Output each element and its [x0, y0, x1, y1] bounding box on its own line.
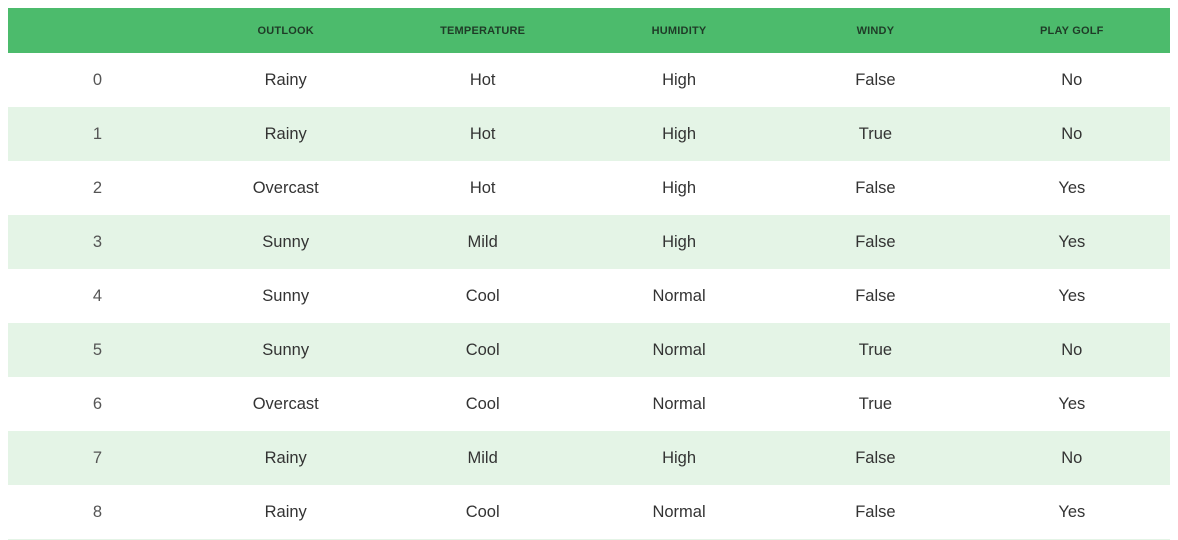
- play-golf-cell: Yes: [1058, 502, 1086, 521]
- outlook-cell: Rainy: [264, 502, 307, 521]
- table-row: 1 Rainy Hot High True No: [8, 107, 1170, 161]
- outlook-cell: Overcast: [252, 178, 319, 197]
- temperature-cell: Cool: [465, 286, 500, 305]
- play-golf-cell: No: [1061, 448, 1083, 467]
- table-row: 3 Sunny Mild High False Yes: [8, 215, 1170, 269]
- play-golf-cell: No: [1061, 340, 1083, 359]
- temperature-cell: Cool: [465, 340, 500, 359]
- golf-data-table: OUTLOOK TEMPERATURE HUMIDITY WINDY PLAY …: [8, 8, 1170, 539]
- table-row: 7 Rainy Mild High False No: [8, 431, 1170, 485]
- humidity-cell: High: [662, 448, 696, 467]
- temperature-cell: Mild: [467, 232, 498, 251]
- table-row: 4 Sunny Cool Normal False Yes: [8, 269, 1170, 323]
- index-cell: 4: [92, 286, 103, 305]
- outlook-cell: Rainy: [264, 124, 307, 143]
- temperature-cell: Cool: [465, 502, 500, 521]
- table-row: 8 Rainy Cool Normal False Yes: [8, 485, 1170, 539]
- outlook-cell: Rainy: [264, 70, 307, 89]
- humidity-cell: Normal: [652, 502, 706, 521]
- column-header-index: [8, 8, 187, 53]
- index-cell: 0: [92, 70, 103, 89]
- outlook-cell: Overcast: [252, 394, 319, 413]
- play-golf-cell: No: [1061, 124, 1083, 143]
- windy-cell: True: [858, 124, 893, 143]
- table-row: 6 Overcast Cool Normal True Yes: [8, 377, 1170, 431]
- index-cell: 7: [92, 448, 103, 467]
- header-row: OUTLOOK TEMPERATURE HUMIDITY WINDY PLAY …: [8, 8, 1170, 53]
- index-cell: 1: [92, 124, 103, 143]
- table-row: 2 Overcast Hot High False Yes: [8, 161, 1170, 215]
- humidity-cell: High: [662, 70, 696, 89]
- index-cell: 8: [92, 502, 103, 521]
- humidity-cell: High: [662, 178, 696, 197]
- table-row: 0 Rainy Hot High False No: [8, 53, 1170, 107]
- windy-cell: False: [855, 448, 896, 467]
- table-body: 0 Rainy Hot High False No 1 Rainy Hot High True No 2…: [8, 53, 1170, 539]
- column-header-temperature: TEMPERATURE: [440, 24, 526, 37]
- windy-cell: False: [855, 70, 896, 89]
- data-table-container: OUTLOOK TEMPERATURE HUMIDITY WINDY PLAY …: [8, 8, 1170, 540]
- index-cell: 2: [92, 178, 103, 197]
- outlook-cell: Sunny: [262, 340, 310, 359]
- play-golf-cell: Yes: [1058, 286, 1086, 305]
- temperature-cell: Hot: [469, 70, 496, 89]
- column-header-windy: WINDY: [856, 24, 895, 37]
- windy-cell: True: [858, 394, 893, 413]
- humidity-cell: Normal: [652, 394, 706, 413]
- play-golf-cell: Yes: [1058, 394, 1086, 413]
- windy-cell: False: [855, 502, 896, 521]
- temperature-cell: Hot: [469, 124, 496, 143]
- column-header-humidity: HUMIDITY: [651, 24, 707, 37]
- humidity-cell: High: [662, 124, 696, 143]
- play-golf-cell: No: [1061, 70, 1083, 89]
- outlook-cell: Sunny: [262, 286, 310, 305]
- index-cell: 5: [92, 340, 103, 359]
- humidity-cell: High: [662, 232, 696, 251]
- humidity-cell: Normal: [652, 286, 706, 305]
- outlook-cell: Sunny: [262, 232, 310, 251]
- windy-cell: False: [855, 232, 896, 251]
- temperature-cell: Cool: [465, 394, 500, 413]
- index-cell: 6: [92, 394, 103, 413]
- column-header-outlook: OUTLOOK: [257, 24, 314, 37]
- play-golf-cell: Yes: [1058, 232, 1086, 251]
- table-header: OUTLOOK TEMPERATURE HUMIDITY WINDY PLAY …: [8, 8, 1170, 53]
- temperature-cell: Hot: [469, 178, 496, 197]
- windy-cell: False: [855, 286, 896, 305]
- temperature-cell: Mild: [467, 448, 498, 467]
- windy-cell: False: [855, 178, 896, 197]
- play-golf-cell: Yes: [1058, 178, 1086, 197]
- windy-cell: True: [858, 340, 893, 359]
- column-header-play-golf: PLAY GOLF: [1040, 24, 1104, 37]
- index-cell: 3: [92, 232, 103, 251]
- outlook-cell: Rainy: [264, 448, 307, 467]
- humidity-cell: Normal: [652, 340, 706, 359]
- table-row: 5 Sunny Cool Normal True No: [8, 323, 1170, 377]
